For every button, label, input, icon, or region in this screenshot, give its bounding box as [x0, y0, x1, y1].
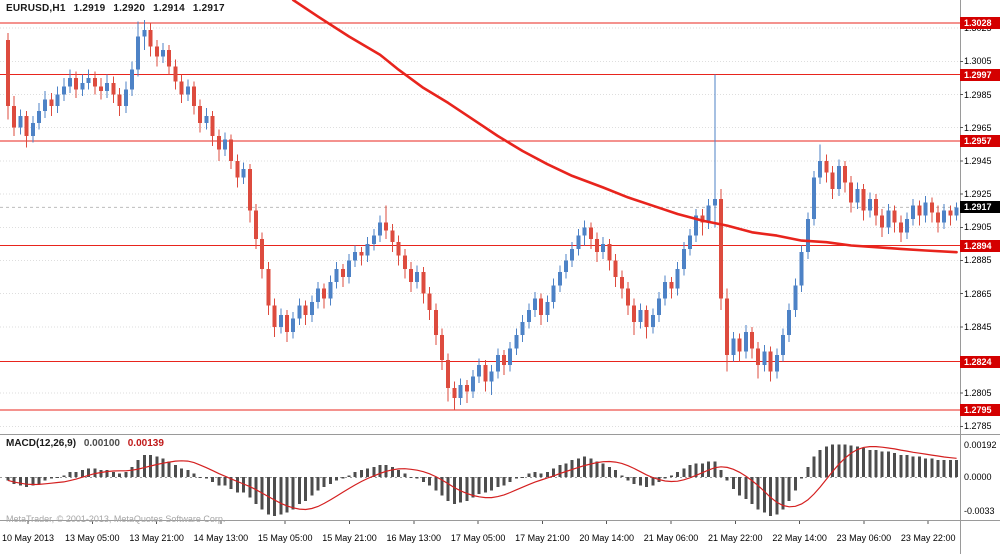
level-price-tag: 1.2894	[960, 239, 1000, 252]
price-axis-tick: 1.2865	[964, 288, 992, 299]
macd-axis-label: -0.0033	[964, 506, 995, 516]
time-axis-label: 22 May 14:00	[772, 533, 827, 543]
price-axis-tick: 1.2985	[964, 89, 992, 100]
ohlc-open: 1.2919	[73, 3, 106, 14]
support-resistance-lines[interactable]	[0, 22, 960, 411]
ohlc-low: 1.2914	[153, 3, 185, 14]
time-axis-label: 17 May 21:00	[515, 533, 570, 543]
time-axis-label: 23 May 06:00	[836, 533, 892, 543]
time-axis-label: 20 May 14:00	[579, 533, 634, 543]
time-axis-label: 10 May 2013	[1, 533, 55, 543]
macd-signal-line	[7, 446, 957, 511]
time-axis-label: 23 May 22:00	[900, 533, 956, 543]
time-axis-label: 21 May 06:00	[643, 533, 699, 543]
price-axis-tick: 1.2945	[964, 155, 992, 166]
time-axis-label: 21 May 22:00	[708, 533, 763, 543]
time-axis-label: 13 May 05:00	[65, 533, 120, 543]
ohlc-close: 1.2917	[192, 3, 225, 14]
price-axis-tick: 1.2785	[964, 421, 992, 432]
macd-label: MACD(12,26,9)	[6, 438, 77, 449]
ohlc-high: 1.2920	[113, 3, 146, 14]
price-axis-tick: 1.2925	[964, 189, 992, 200]
level-price-tag: 1.2957	[960, 135, 1000, 147]
current-price-tag: 1.2917	[960, 201, 1000, 214]
macd-indicator-header: MACD(12,26,9) 0.00100 0.00139	[6, 438, 169, 449]
time-axis-label: 14 May 13:00	[193, 533, 249, 543]
metatrader-watermark: MetaTrader, © 2001-2013, MetaQuotes Soft…	[6, 514, 226, 524]
price-axis-tick: 1.2805	[964, 388, 992, 399]
macd-axis-label: 0.00192	[964, 440, 997, 450]
macd-signal-value: 0.00139	[127, 438, 164, 449]
time-axis-label: 15 May 21:00	[322, 533, 377, 543]
time-axis-label: 17 May 05:00	[450, 533, 506, 543]
level-price-tag: 1.2824	[960, 355, 1000, 368]
level-price-tag: 1.2997	[960, 68, 1000, 81]
symbol-timeframe-label: EURUSD,H1	[6, 3, 66, 14]
macd-main-value: 0.00100	[83, 438, 120, 449]
macd-axis-label: 0.0000	[964, 472, 992, 482]
moving-average-line[interactable]	[291, 0, 958, 254]
price-axis-tick: 1.3005	[964, 56, 992, 67]
time-axis-label: 16 May 13:00	[386, 533, 442, 543]
level-price-tag: 1.3028	[960, 17, 1000, 30]
price-axis-tick: 1.2885	[964, 255, 992, 266]
time-axis-label: 13 May 21:00	[129, 533, 184, 543]
price-axis-tick: 1.2905	[964, 222, 992, 233]
time-axis-label: 15 May 05:00	[257, 533, 313, 543]
grid-layer	[0, 27, 960, 427]
price-axis-tick: 1.2965	[964, 122, 992, 133]
candlestick-layer	[6, 19, 959, 410]
price-axis-tick: 1.2845	[964, 321, 992, 332]
level-price-tag: 1.2795	[960, 403, 1000, 416]
symbol-ohlc-header: EURUSD,H1 1.2919 1.2920 1.2914 1.2917	[6, 3, 230, 14]
